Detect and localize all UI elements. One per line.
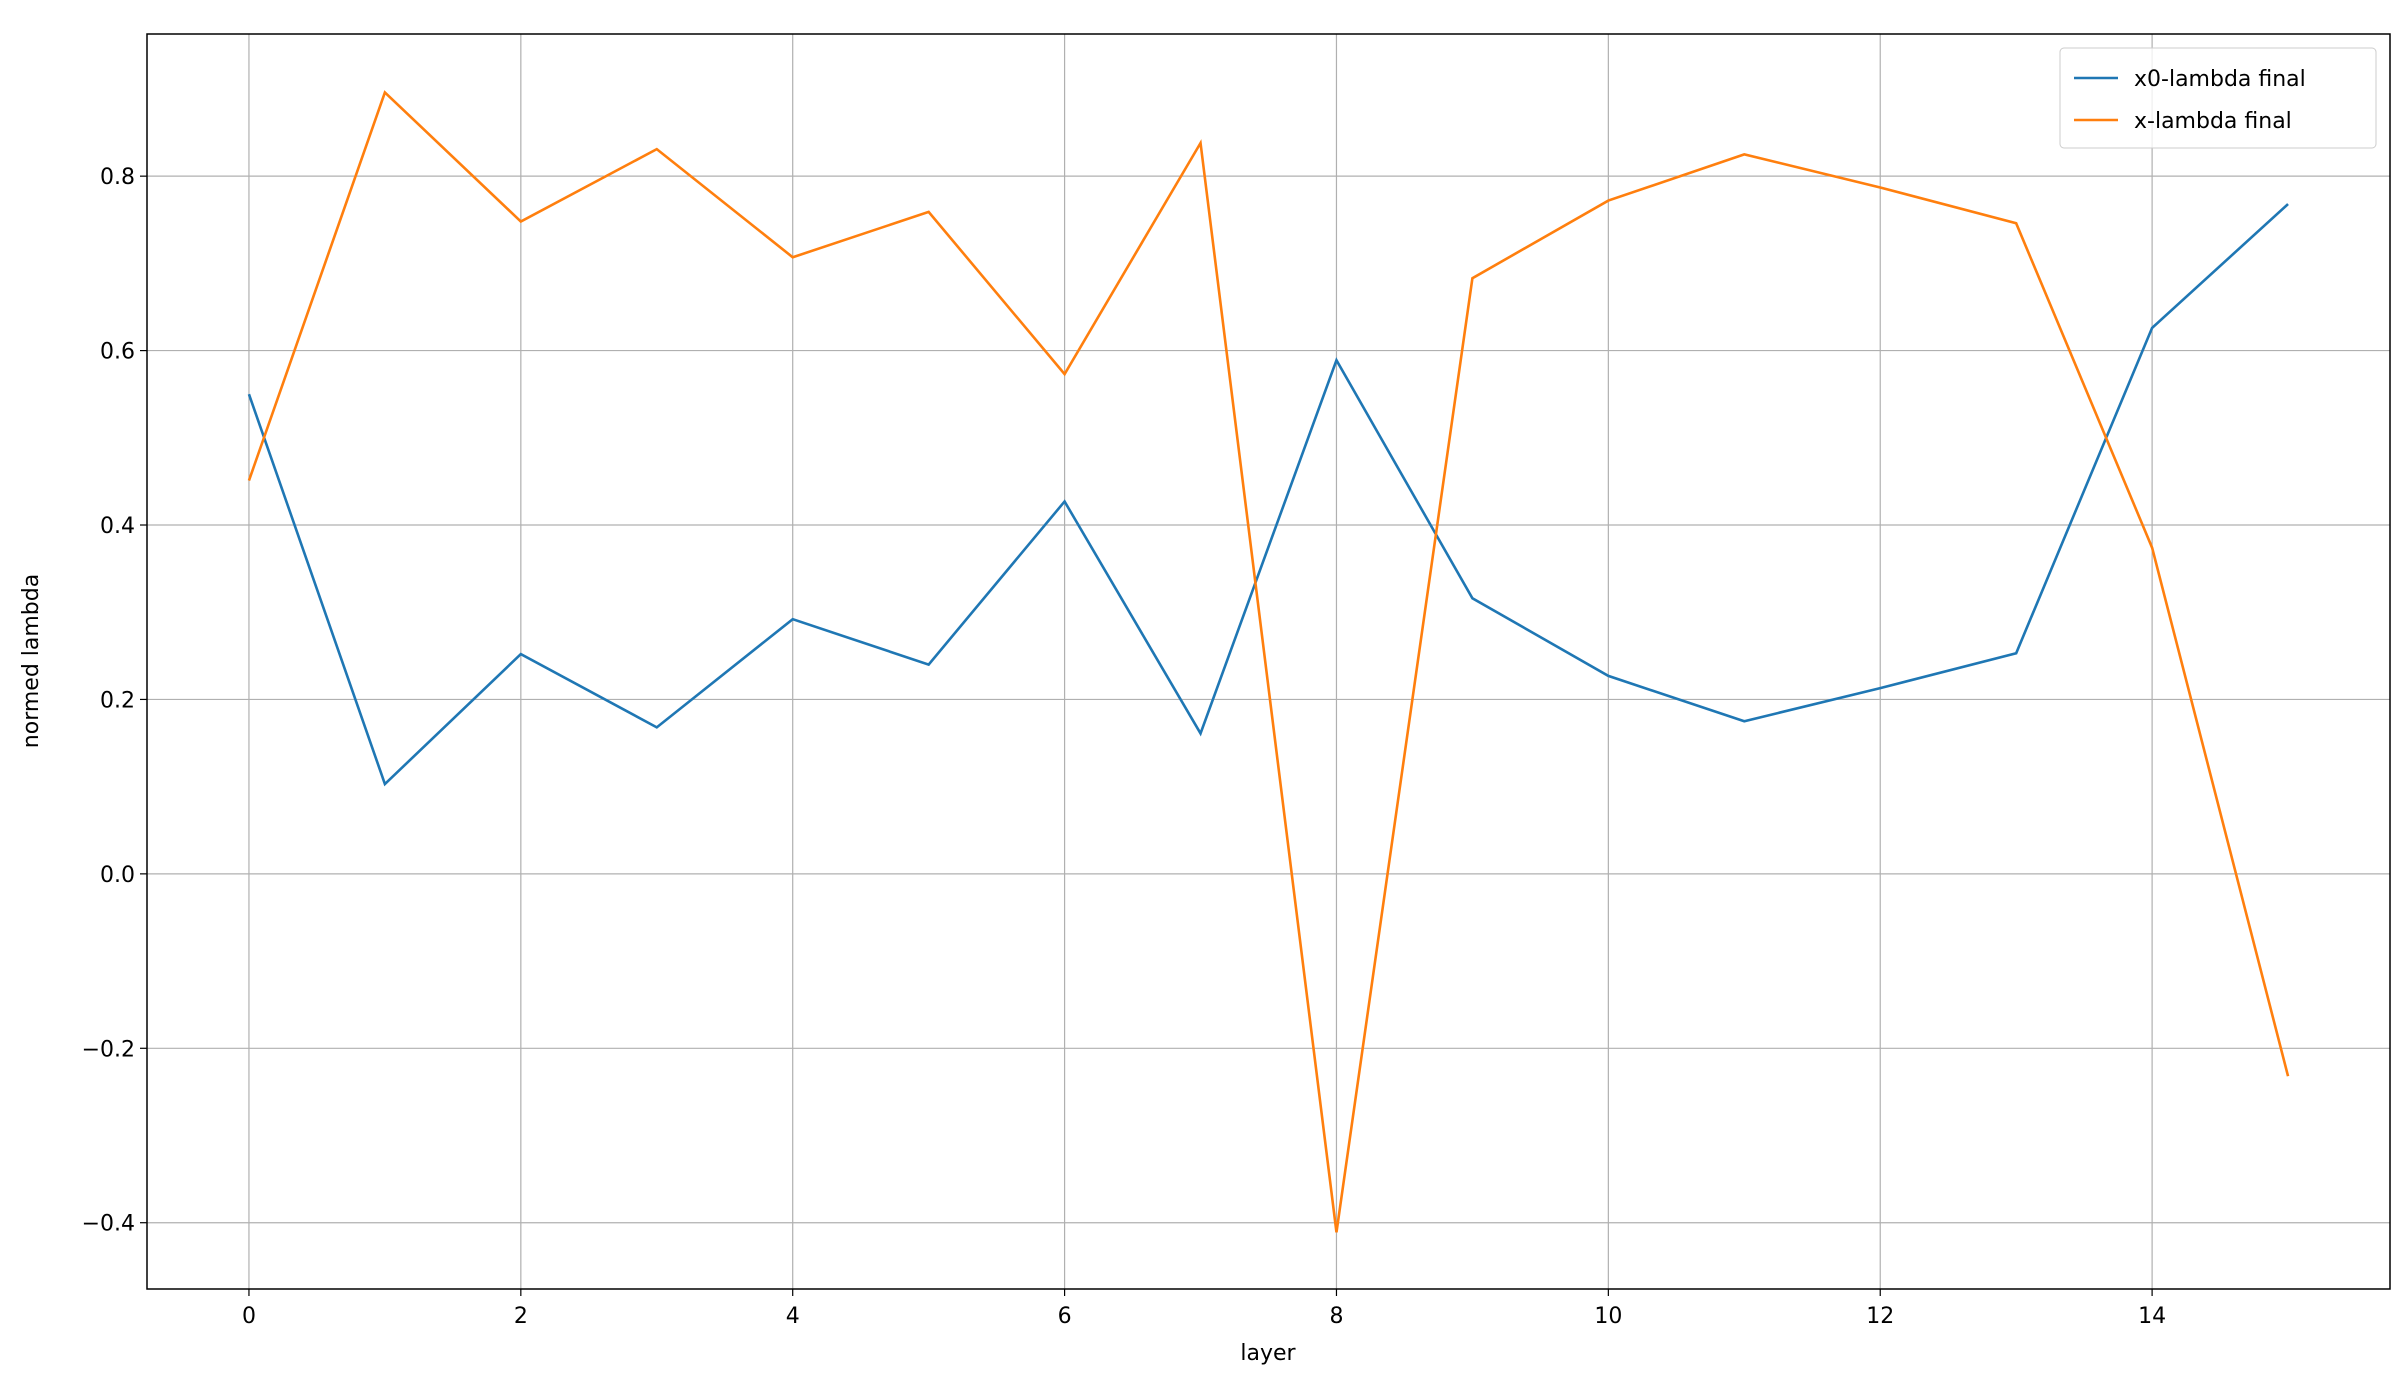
- y-tick-label: 0.0: [100, 863, 135, 888]
- x-tick-label: 4: [786, 1304, 800, 1329]
- x-tick-label: 6: [1058, 1304, 1072, 1329]
- y-tick-label: −0.4: [82, 1212, 135, 1237]
- y-axis-label: normed lambda: [19, 574, 44, 748]
- legend-label: x-lambda final: [2134, 109, 2292, 134]
- x-tick-label: 12: [1866, 1304, 1894, 1329]
- y-tick-label: 0.6: [100, 340, 135, 365]
- x-tick-label: 2: [514, 1304, 528, 1329]
- y-tick-label: 0.8: [100, 165, 135, 190]
- x-tick-label: 14: [2138, 1304, 2166, 1329]
- x-tick-label: 8: [1329, 1304, 1343, 1329]
- line-series: [247, 203, 2289, 787]
- x-tick-label: 10: [1594, 1304, 1622, 1329]
- x-axis-label: layer: [1240, 1341, 1296, 1366]
- y-tick-label: 0.4: [100, 514, 135, 539]
- line-series: [247, 90, 2290, 1233]
- y-tick-label: 0.2: [100, 688, 135, 713]
- legend-box: [2059, 47, 2377, 149]
- plot-frame: [146, 33, 2391, 1290]
- y-tick-label: −0.2: [82, 1037, 135, 1062]
- x-tick-label: 0: [242, 1304, 256, 1329]
- legend-label: x0-lambda final: [2134, 67, 2306, 92]
